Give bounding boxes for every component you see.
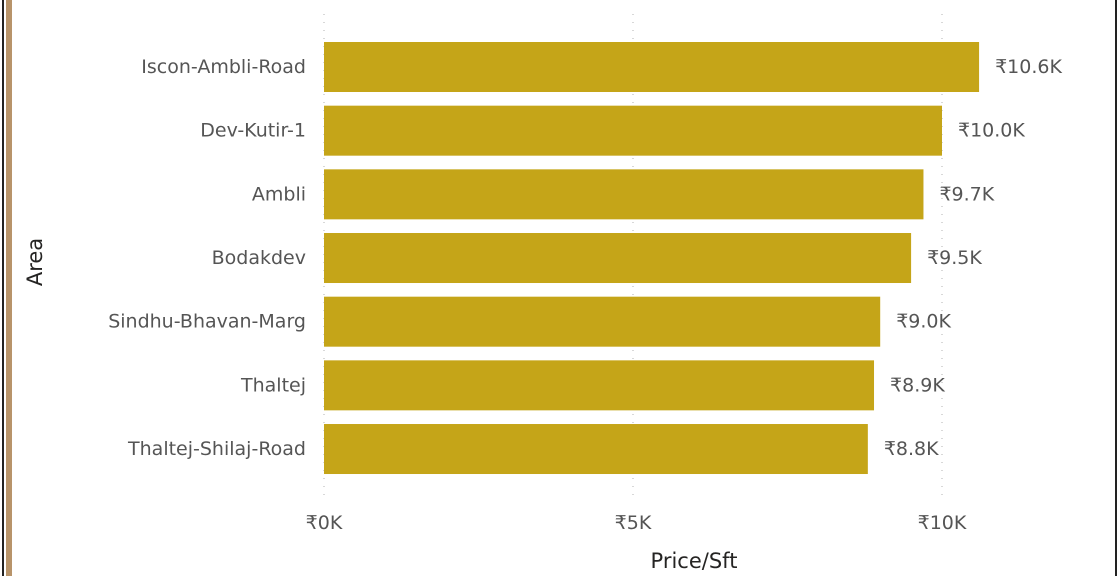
category-label: Bodakdev [212, 247, 306, 269]
data-label: ₹9.5K [927, 247, 982, 269]
category-label: Ambli [252, 183, 306, 205]
data-label: ₹9.7K [939, 183, 994, 205]
category-label: Sindhu-Bhavan-Marg [108, 311, 306, 333]
left-frame-edge [0, 0, 4, 576]
bars [324, 42, 980, 475]
data-label: ₹9.0K [896, 311, 951, 333]
value-labels: ₹10.6K ₹10.0K ₹9.7K ₹9.5K ₹9.0K ₹8.9K ₹8.8K [884, 56, 1063, 460]
x-tick-label: ₹10K [918, 512, 967, 534]
bar[interactable] [324, 42, 980, 92]
data-label: ₹10.0K [958, 120, 1025, 142]
bar[interactable] [324, 296, 881, 347]
x-tick-label: ₹0K [306, 512, 343, 534]
bar[interactable] [324, 360, 875, 411]
category-label: Iscon-Ambli-Road [141, 56, 306, 78]
bar[interactable] [324, 105, 942, 156]
bar[interactable] [324, 233, 912, 284]
x-tick-labels: ₹0K ₹5K ₹10K [306, 512, 967, 534]
y-axis-title: Area [23, 238, 47, 286]
data-label: ₹8.8K [884, 438, 939, 460]
data-label: ₹8.9K [890, 374, 945, 396]
category-label: Dev-Kutir-1 [200, 120, 306, 142]
bar[interactable] [324, 424, 868, 475]
bar[interactable] [324, 169, 924, 220]
x-axis-title: Price/Sft [651, 549, 738, 573]
right-frame-border [1115, 0, 1117, 576]
data-label: ₹10.6K [995, 56, 1062, 78]
x-tick-label: ₹5K [615, 512, 652, 534]
left-frame-border [6, 0, 12, 576]
category-label: Thaltej [240, 374, 306, 396]
category-label: Thaltej-Shilaj-Road [127, 438, 306, 460]
category-labels: Iscon-Ambli-Road Dev-Kutir-1 Ambli Bodakdev… [108, 56, 306, 460]
